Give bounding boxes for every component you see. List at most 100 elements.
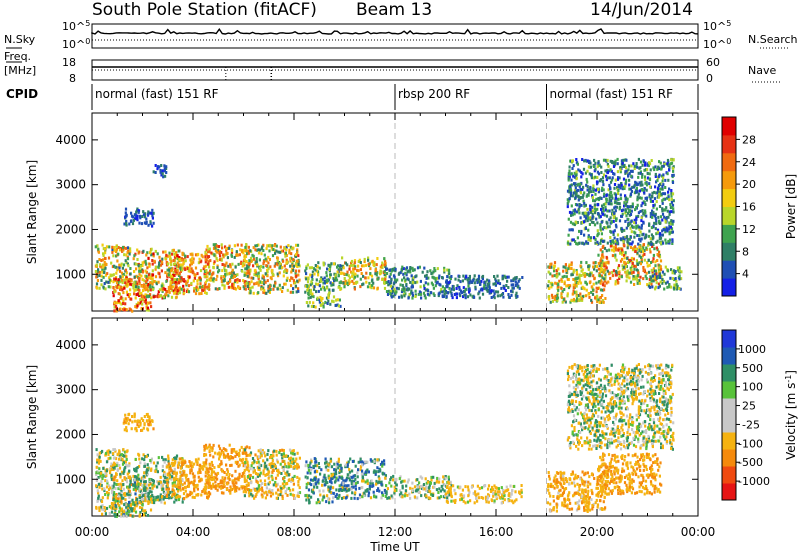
heatmap-cell [592, 282, 595, 286]
heatmap-cell [414, 289, 417, 293]
heatmap-cell [208, 278, 211, 282]
heatmap-cell [416, 280, 419, 284]
heatmap-cell [628, 237, 631, 241]
heatmap-cell [307, 284, 310, 288]
heatmap-cell [670, 206, 674, 209]
heatmap-cell [202, 267, 205, 271]
heatmap-cell [563, 288, 566, 291]
heatmap-cell [446, 291, 450, 295]
heatmap-cell [594, 264, 597, 268]
heatmap-cell [570, 178, 573, 182]
heatmap-cell [418, 265, 421, 269]
heatmap-cell [110, 477, 113, 481]
heatmap-cell [146, 472, 149, 476]
heatmap-cell [466, 278, 469, 282]
heatmap-cell [260, 287, 263, 291]
heatmap-cell [224, 455, 227, 459]
heatmap-cell [572, 270, 575, 274]
heatmap-cell [646, 283, 649, 287]
heatmap-cell [132, 474, 135, 478]
heatmap-cell [158, 294, 161, 298]
heatmap-cell [424, 296, 427, 300]
heatmap-cell [550, 285, 553, 289]
heatmap-cell [680, 277, 683, 281]
heatmap-cell [147, 488, 150, 492]
heatmap-cell [333, 272, 336, 276]
heatmap-cell [608, 248, 611, 252]
heatmap-cell [639, 262, 642, 266]
heatmap-cell [151, 216, 154, 220]
heatmap-cell [122, 245, 125, 249]
heatmap-cell [494, 283, 497, 287]
heatmap-cell [351, 274, 354, 278]
heatmap-cell [353, 275, 356, 279]
heatmap-cell [114, 494, 117, 498]
heatmap-cell [612, 249, 616, 253]
heatmap-cell [159, 169, 162, 172]
heatmap-cell [133, 281, 136, 285]
heatmap-cell [586, 213, 589, 217]
heatmap-cell [356, 274, 359, 278]
heatmap-cell [411, 266, 414, 270]
heatmap-cell [126, 257, 130, 261]
heatmap-cell [170, 259, 173, 263]
heatmap-cell [138, 282, 141, 286]
heatmap-cell [255, 272, 258, 276]
heatmap-cell [158, 255, 161, 259]
heatmap-cell [336, 298, 339, 302]
heatmap-cell [148, 483, 151, 487]
heatmap-cell [213, 466, 216, 470]
heatmap-cell [204, 291, 207, 294]
heatmap-cell [115, 281, 119, 285]
heatmap-cell [126, 250, 129, 254]
heatmap-cell [581, 211, 584, 215]
heatmap-cell [220, 485, 223, 488]
heatmap-cell [495, 290, 498, 294]
heatmap-cell [336, 270, 339, 274]
heatmap-cell [115, 254, 118, 258]
heatmap-cell [233, 244, 236, 248]
heatmap-cell [609, 239, 612, 243]
heatmap-cell [606, 209, 609, 213]
heatmap-cell [651, 213, 655, 217]
heatmap-cell [225, 269, 228, 273]
heatmap-cell [118, 453, 121, 457]
heatmap-cell [638, 281, 641, 285]
heatmap-cell [599, 178, 603, 182]
heatmap-cell [291, 276, 294, 280]
heatmap-cell [346, 281, 349, 285]
heatmap-cell [248, 446, 251, 450]
heatmap-cell [381, 261, 384, 265]
heatmap-cell [154, 265, 157, 269]
heatmap-cell [658, 272, 661, 276]
heatmap-cell [231, 268, 234, 272]
heatmap-cell [112, 286, 115, 290]
heatmap-cell [259, 264, 262, 268]
heatmap-cell [467, 284, 470, 288]
heatmap-cell [626, 261, 629, 264]
heatmap-cell [136, 487, 139, 491]
heatmap-cell [290, 270, 293, 274]
heatmap-cell [648, 281, 651, 285]
heatmap-cell [654, 227, 657, 231]
heatmap-cell [633, 283, 636, 286]
heatmap-cell [602, 188, 605, 192]
heatmap-cell [157, 290, 160, 294]
heatmap-cell [628, 213, 631, 217]
heatmap-cell [186, 279, 189, 283]
heatmap-cell [119, 475, 122, 479]
heatmap-cell [582, 193, 585, 197]
heatmap-cell [226, 256, 229, 260]
heatmap-cell [123, 253, 126, 257]
heatmap-cell [96, 453, 99, 457]
heatmap-cell [604, 205, 607, 209]
heatmap-cell [204, 487, 208, 491]
heatmap-cell [609, 194, 612, 198]
heatmap-cell [168, 496, 171, 500]
heatmap-cell [184, 473, 187, 477]
heatmap-cell [115, 285, 118, 289]
heatmap-cell [243, 258, 246, 262]
heatmap-cell [122, 299, 125, 303]
heatmap-cell [583, 233, 586, 237]
heatmap-cell [155, 282, 158, 286]
